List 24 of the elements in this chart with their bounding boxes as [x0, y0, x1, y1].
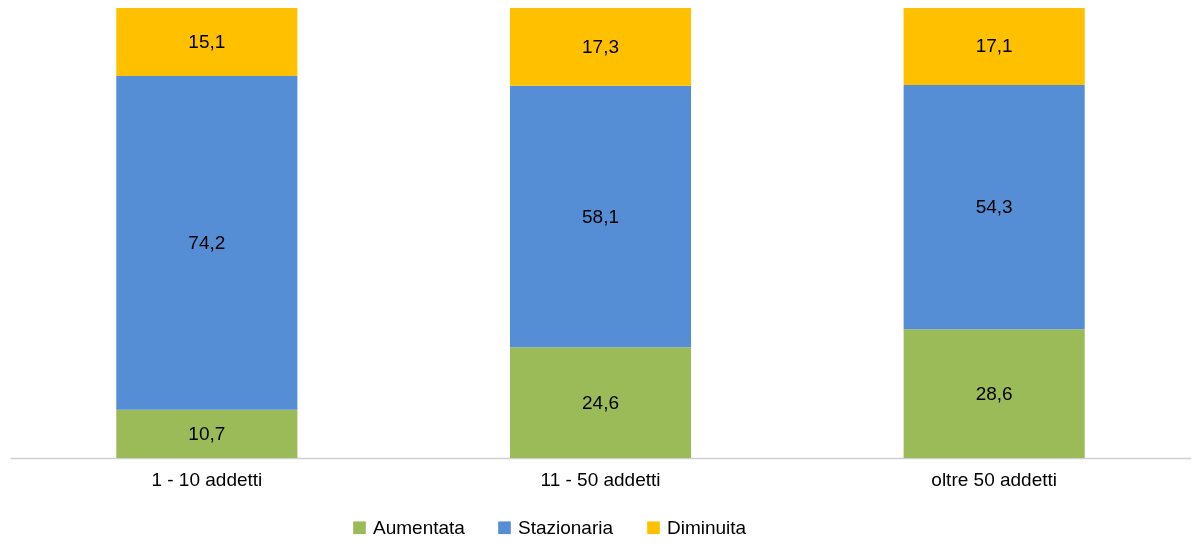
bar — [509, 85, 692, 348]
bar — [903, 8, 1085, 85]
data-label: 17,1 — [975, 35, 1013, 57]
x-tick-label: 11 - 50 addetti — [540, 468, 661, 490]
bar — [116, 409, 298, 458]
bar — [116, 8, 298, 76]
bar — [903, 329, 1085, 458]
legend-label: Aumentata — [373, 516, 466, 538]
bar — [903, 84, 1085, 330]
x-tick-label: 1 - 10 addetti — [151, 468, 263, 490]
data-label: 58,1 — [582, 205, 619, 227]
bar — [509, 347, 692, 458]
data-label: 24,6 — [582, 391, 619, 413]
data-label: 15,1 — [188, 30, 226, 52]
x-tick-label: oltre 50 addetti — [931, 468, 1058, 490]
data-label: 10,7 — [188, 422, 226, 444]
legend-label: Stazionaria — [518, 516, 614, 538]
bar — [116, 75, 298, 410]
data-label: 74,2 — [188, 231, 226, 253]
data-label: 54,3 — [975, 196, 1013, 218]
data-label: 28,6 — [975, 382, 1013, 404]
bar — [509, 8, 692, 86]
legend-label: Diminuita — [667, 516, 747, 538]
data-label: 17,3 — [582, 35, 619, 57]
